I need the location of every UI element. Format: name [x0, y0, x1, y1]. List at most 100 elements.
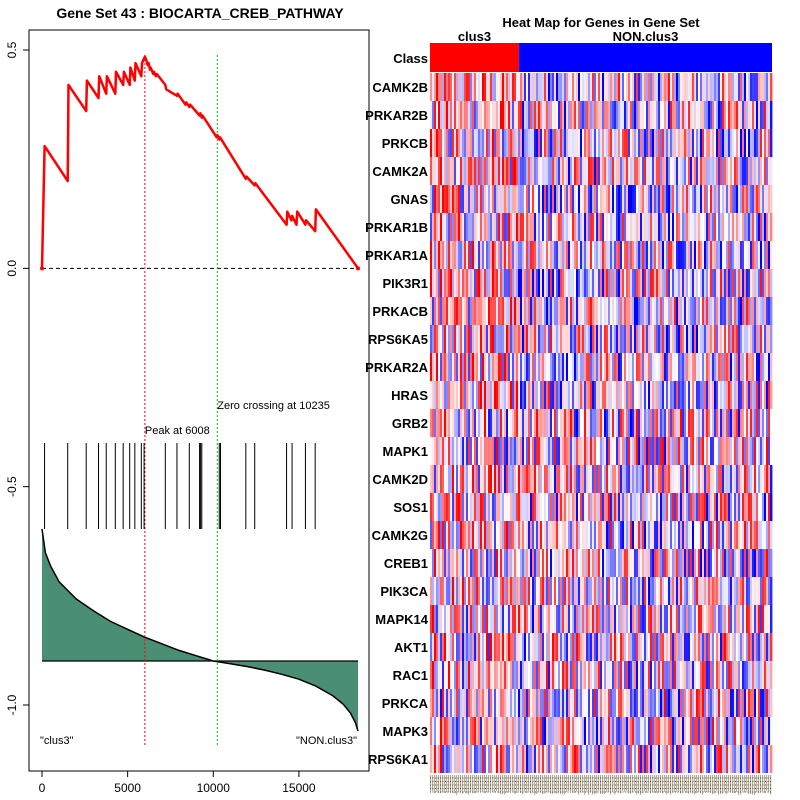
- heatmap-cell: [572, 129, 575, 157]
- heatmap-cell: [564, 465, 567, 493]
- heatmap-cell: [474, 353, 477, 381]
- heatmap-cell: [514, 325, 517, 353]
- heatmap-cell: [660, 213, 663, 241]
- heatmap-cell: [554, 493, 557, 521]
- heatmap-cell: [756, 465, 759, 493]
- heatmap-cell: [498, 241, 501, 269]
- heatmap-cell: [526, 381, 529, 409]
- heatmap-cell: [476, 605, 479, 633]
- heatmap-cell: [666, 269, 669, 297]
- heatmap-cell: [562, 73, 565, 101]
- heatmap-cell: [638, 129, 641, 157]
- heatmap-cell: [606, 465, 609, 493]
- heatmap-cell: [436, 633, 439, 661]
- heatmap-cell: [462, 409, 465, 437]
- heatmap-cell: [672, 129, 675, 157]
- heatmap-cell: [582, 325, 585, 353]
- heatmap-cell: [642, 745, 645, 773]
- heatmap-cell: [516, 633, 519, 661]
- heatmap-cell: [770, 241, 773, 269]
- heatmap-cell: [610, 213, 613, 241]
- heatmap-cell: [698, 493, 701, 521]
- heatmap-cell: [662, 521, 665, 549]
- heatmap-cell: [448, 325, 451, 353]
- heatmap-cell: [756, 73, 759, 101]
- heatmap-cell: [702, 73, 705, 101]
- heatmap-cell: [452, 185, 455, 213]
- heatmap-row: [430, 493, 773, 521]
- heatmap-cell: [684, 745, 687, 773]
- heatmap-cell: [522, 381, 525, 409]
- heatmap-cell: [556, 493, 559, 521]
- heatmap-cell: [694, 465, 697, 493]
- heatmap-cell: [550, 661, 553, 689]
- heatmap-cell: [460, 577, 463, 605]
- heatmap-cell: [666, 325, 669, 353]
- heatmap-cell: [658, 269, 661, 297]
- heatmap-cell: [436, 185, 439, 213]
- heatmap-cell: [438, 577, 441, 605]
- heatmap-cell: [552, 325, 555, 353]
- heatmap-cell: [458, 269, 461, 297]
- heatmap-cell: [526, 213, 529, 241]
- heatmap-cell: [614, 101, 617, 129]
- heatmap-cell: [734, 325, 737, 353]
- heatmap-cell: [758, 353, 761, 381]
- heatmap-cell: [692, 745, 695, 773]
- heatmap-cell: [632, 577, 635, 605]
- heatmap-cell: [470, 689, 473, 717]
- heatmap-cell: [672, 185, 675, 213]
- heatmap-cell: [586, 521, 589, 549]
- heatmap-cell: [456, 605, 459, 633]
- heatmap-cell: [506, 353, 509, 381]
- heatmap-cell: [668, 717, 671, 745]
- heatmap-cell: [674, 549, 677, 577]
- heatmap-cell: [480, 325, 483, 353]
- heatmap-cell: [456, 325, 459, 353]
- heatmap-cell: [708, 633, 711, 661]
- heatmap-cell: [546, 549, 549, 577]
- heatmap-cell: [618, 689, 621, 717]
- heatmap-cell: [478, 717, 481, 745]
- heatmap-cell: [652, 633, 655, 661]
- heatmap-cell: [562, 297, 565, 325]
- heatmap-cell: [758, 297, 761, 325]
- heatmap-cell: [636, 241, 639, 269]
- heatmap-cell: [700, 465, 703, 493]
- heatmap-cell: [478, 73, 481, 101]
- heatmap-cell: [752, 381, 755, 409]
- sample-label-mark: [478, 775, 480, 792]
- heatmap-cell: [732, 353, 735, 381]
- heatmap-cell: [716, 689, 719, 717]
- heatmap-cell: [468, 689, 471, 717]
- heatmap-cell: [502, 73, 505, 101]
- heatmap-cell: [738, 213, 741, 241]
- heatmap-cell: [466, 353, 469, 381]
- heatmap-cell: [600, 745, 603, 773]
- heatmap-cell: [622, 717, 625, 745]
- heatmap-cell: [746, 129, 749, 157]
- heatmap-cell: [612, 493, 615, 521]
- heatmap-cell: [760, 157, 763, 185]
- heatmap-cell: [476, 717, 479, 745]
- heatmap-cell: [692, 381, 695, 409]
- heatmap-cell: [768, 409, 771, 437]
- heatmap-cell: [512, 577, 515, 605]
- heatmap-cell: [566, 241, 569, 269]
- heatmap-cell: [714, 325, 717, 353]
- heatmap-cell: [662, 437, 665, 465]
- heatmap-cell: [666, 185, 669, 213]
- heatmap-cell: [512, 689, 515, 717]
- heatmap-cell: [526, 549, 529, 577]
- heatmap-cell: [600, 437, 603, 465]
- heatmap-cell: [558, 465, 561, 493]
- heatmap-cell: [644, 381, 647, 409]
- heatmap-cell: [594, 269, 597, 297]
- heatmap-cell: [556, 325, 559, 353]
- heatmap-cell: [468, 297, 471, 325]
- heatmap-cell: [668, 465, 671, 493]
- gene-hit-ticks: [44, 443, 316, 529]
- sample-label-mark: [520, 775, 522, 793]
- heatmap-cell: [528, 717, 531, 745]
- heatmap-cell: [584, 633, 587, 661]
